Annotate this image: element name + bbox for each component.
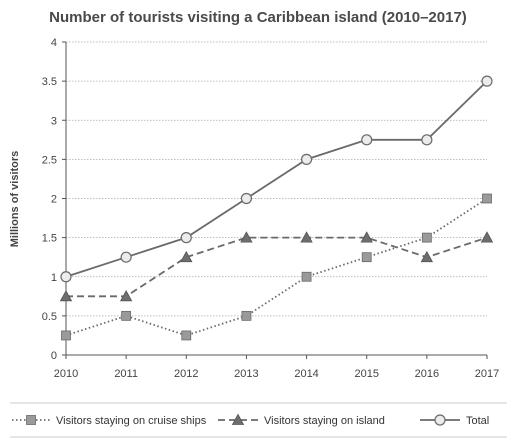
legend: Visitors staying on cruise ships Visitors… bbox=[10, 402, 507, 438]
x-tick-label: 2010 bbox=[54, 368, 78, 380]
y-tick-label: 0 bbox=[51, 350, 57, 362]
data-point-circle bbox=[240, 192, 253, 205]
data-point-square bbox=[61, 330, 71, 341]
data-point-square bbox=[121, 310, 132, 321]
data-point-triangle bbox=[180, 250, 193, 263]
series-line-circle bbox=[65, 80, 488, 278]
x-tick-label: 2016 bbox=[415, 368, 439, 380]
data-point-triangle bbox=[480, 231, 494, 243]
data-point-square bbox=[241, 310, 252, 321]
series-line-triangle bbox=[66, 236, 488, 298]
legend-marker-circle bbox=[434, 414, 446, 426]
y-axis-label: Millions of visitors bbox=[9, 151, 21, 248]
data-point-square bbox=[181, 330, 192, 341]
data-point-square bbox=[482, 193, 492, 204]
x-tick-label: 2017 bbox=[475, 368, 499, 380]
y-tick-label: 0.5 bbox=[42, 311, 57, 323]
data-point-triangle bbox=[240, 231, 253, 243]
y-tick-labels: 0 0.5 1 1.5 2 2.5 3 3.5 4 bbox=[42, 37, 57, 362]
chart-title: Number of tourists visiting a Caribbean … bbox=[49, 9, 467, 26]
x-tick-label: 2014 bbox=[294, 368, 318, 380]
data-point-triangle bbox=[420, 250, 434, 263]
x-tick-label: 2015 bbox=[354, 368, 378, 380]
y-tick-label: 3 bbox=[51, 115, 57, 127]
series-circle bbox=[60, 75, 493, 283]
data-point-circle bbox=[421, 134, 433, 146]
data-point-square bbox=[421, 232, 432, 243]
data-point-triangle bbox=[360, 231, 373, 243]
x-tick-label: 2013 bbox=[234, 368, 258, 380]
data-point-circle bbox=[300, 153, 313, 165]
data-point-triangle bbox=[300, 231, 313, 243]
data-point-circle bbox=[481, 75, 493, 87]
axes bbox=[62, 41, 488, 359]
data-point-triangle bbox=[59, 289, 73, 302]
x-tick-labels: 2010 2011 2012 2013 2014 2015 2016 2017 bbox=[54, 368, 499, 380]
y-tick-label: 1.5 bbox=[42, 233, 57, 245]
y-tick-label: 2 bbox=[51, 194, 57, 206]
data-point-triangle bbox=[119, 289, 133, 302]
y-tick-label: 3.5 bbox=[42, 76, 57, 88]
x-tick-label: 2011 bbox=[114, 368, 138, 380]
y-tick-label: 1 bbox=[51, 272, 57, 284]
legend-label: Total bbox=[466, 415, 489, 427]
data-point-circle bbox=[120, 251, 132, 263]
data-point-circle bbox=[180, 232, 192, 244]
y-tick-label: 2.5 bbox=[42, 154, 57, 166]
series-group bbox=[59, 75, 494, 341]
legend-marker-square bbox=[26, 415, 36, 425]
data-point-circle bbox=[60, 271, 72, 283]
data-point-circle bbox=[361, 134, 373, 146]
data-point-square bbox=[361, 252, 372, 263]
legend-marker-triangle bbox=[231, 413, 245, 425]
series-line-square bbox=[65, 197, 488, 337]
x-tick-label: 2012 bbox=[174, 368, 198, 380]
series-square bbox=[61, 193, 492, 341]
grid-lines bbox=[66, 41, 487, 317]
data-point-square bbox=[301, 271, 312, 282]
legend-label: Visitors staying on cruise ships bbox=[56, 415, 207, 427]
series-triangle bbox=[59, 231, 494, 302]
y-tick-label: 4 bbox=[51, 37, 57, 49]
legend-label: Visitors staying on island bbox=[264, 415, 385, 427]
